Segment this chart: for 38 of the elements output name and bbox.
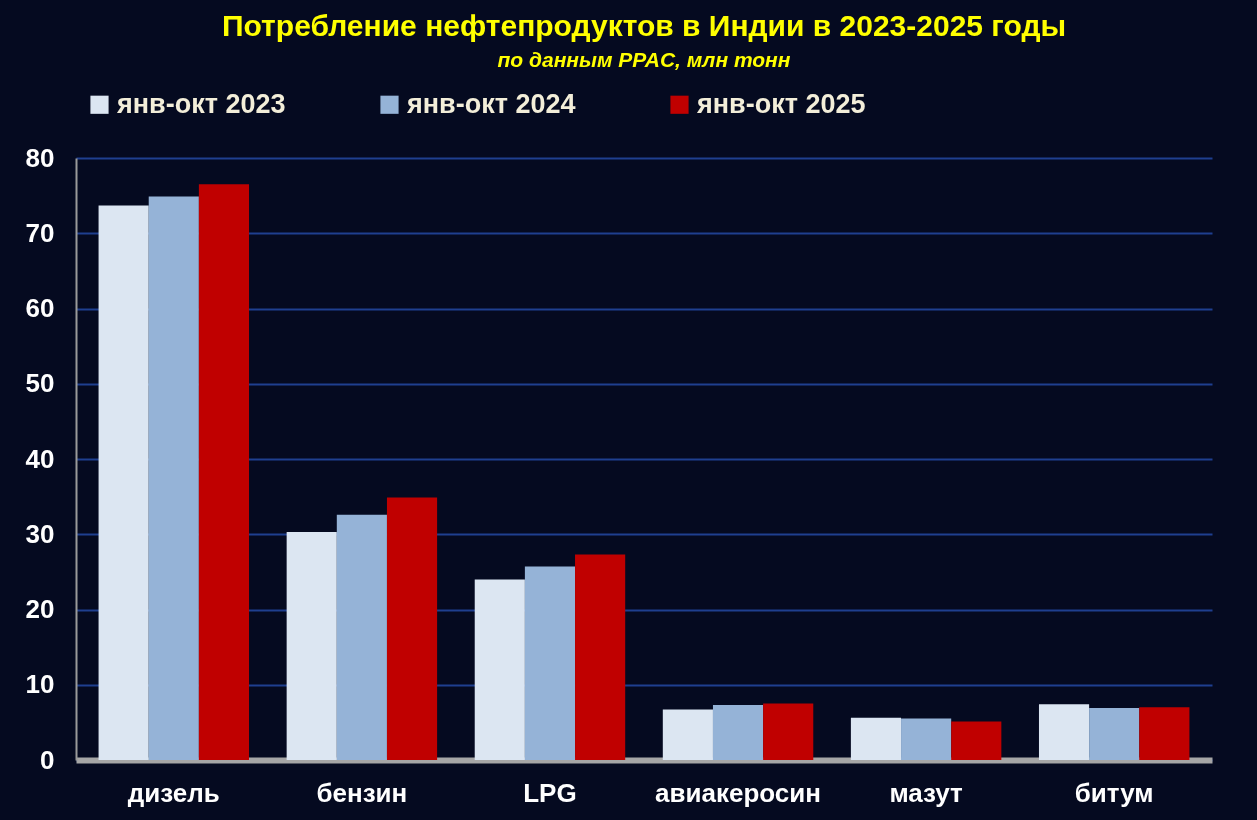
x-tick-label: бензин bbox=[316, 777, 408, 808]
legend-label: янв-окт 2024 bbox=[406, 88, 576, 119]
bar bbox=[148, 196, 199, 760]
bar bbox=[98, 205, 149, 760]
bar bbox=[850, 717, 902, 760]
bar bbox=[336, 514, 387, 760]
y-tick-label: 20 bbox=[25, 594, 55, 624]
y-tick-label: 60 bbox=[25, 293, 55, 323]
bar bbox=[763, 703, 814, 760]
bar bbox=[712, 705, 764, 760]
legend-label: янв-окт 2023 bbox=[116, 88, 286, 119]
bar bbox=[1139, 707, 1190, 760]
y-tick-label: 40 bbox=[25, 443, 55, 474]
bar bbox=[386, 497, 438, 760]
legend-label: янв-окт 2025 bbox=[696, 88, 866, 119]
bar bbox=[286, 531, 337, 760]
x-tick-label: мазут bbox=[889, 777, 964, 808]
y-tick-label: 50 bbox=[25, 368, 55, 399]
bar bbox=[1038, 704, 1090, 760]
bar bbox=[198, 184, 250, 760]
y-tick-label: 80 bbox=[25, 142, 55, 173]
bar bbox=[474, 579, 525, 760]
y-tick-label: 0 bbox=[40, 744, 55, 775]
bar bbox=[524, 566, 576, 760]
chart-subtitle: по данным PPAC, млн тонн bbox=[497, 48, 791, 71]
x-tick-label: авиакеросин bbox=[655, 777, 822, 808]
bar bbox=[901, 718, 952, 760]
bar bbox=[662, 709, 713, 760]
y-tick-label: 30 bbox=[25, 518, 55, 549]
bar bbox=[575, 554, 626, 760]
x-tick-label: LPG bbox=[523, 777, 577, 808]
x-tick-label: дизель bbox=[127, 777, 220, 808]
bar bbox=[1089, 708, 1140, 760]
y-tick-label: 70 bbox=[25, 217, 55, 248]
chart-title: Потребление нефтепродуктов в Индии в 2023-2025 годы bbox=[221, 9, 1067, 42]
bar bbox=[951, 721, 1002, 760]
y-tick-label: 10 bbox=[25, 669, 55, 700]
x-tick-label: битум bbox=[1074, 777, 1154, 808]
